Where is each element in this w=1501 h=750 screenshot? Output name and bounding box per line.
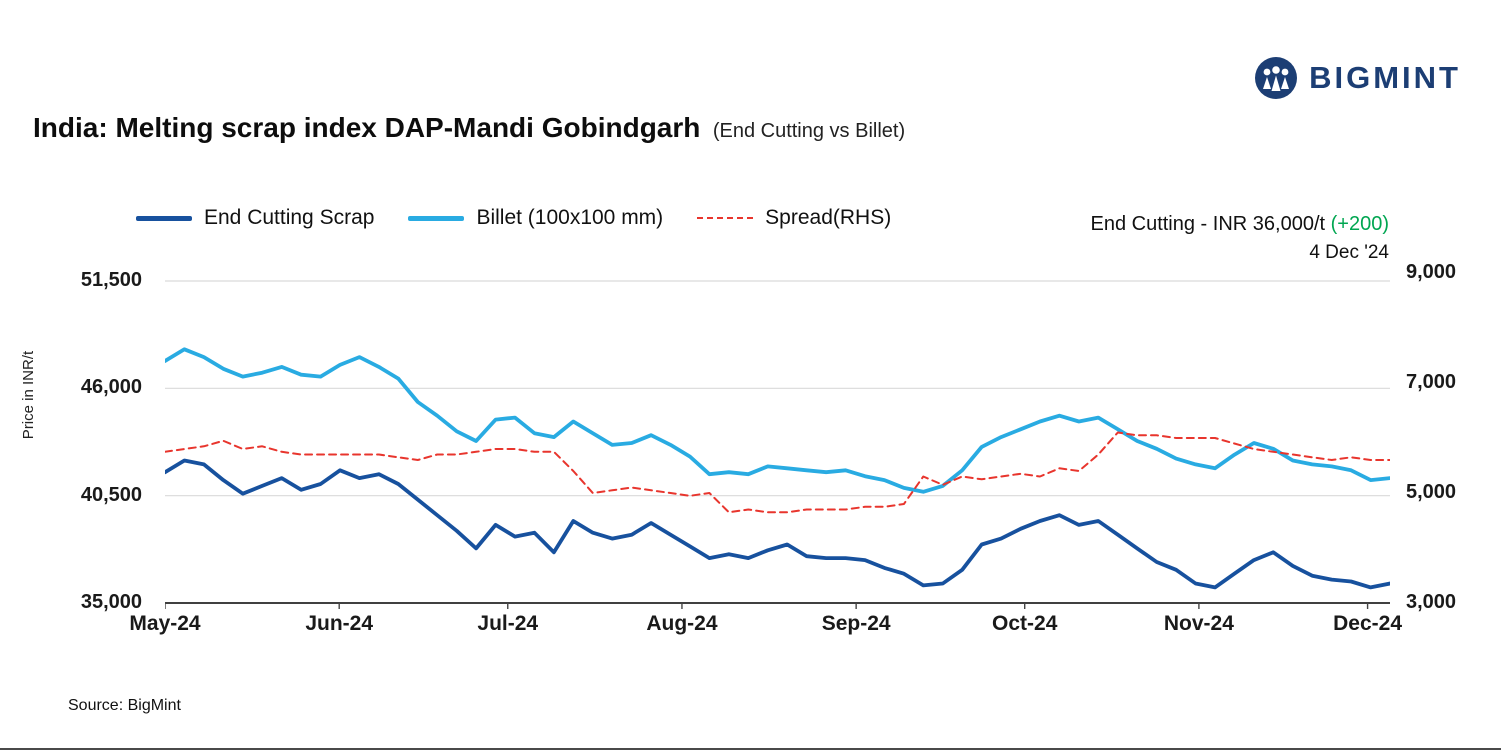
latest-price-line: End Cutting - INR 36,000/t (+200) xyxy=(1090,210,1389,239)
y-axis-title: Price in INR/t xyxy=(20,350,37,440)
latest-price-annotation: End Cutting - INR 36,000/t (+200) 4 Dec … xyxy=(1090,210,1389,267)
y-left-tick-label: 35,000 xyxy=(80,591,142,613)
chart-subtitle: (End Cutting vs Billet) xyxy=(712,120,906,142)
legend-item-end-cutting-scrap: End Cutting Scrap xyxy=(136,206,374,230)
series-line-billet-100x100-mm xyxy=(165,347,1390,494)
legend-label: Spread(RHS) xyxy=(765,206,892,229)
x-axis-tick-label: May-24 xyxy=(129,612,201,635)
x-axis-tick-label: Dec-24 xyxy=(1333,612,1403,635)
y-right-tick-label: 3,000 xyxy=(1406,591,1457,613)
bigmint-logo: BIGMINT xyxy=(1253,55,1461,101)
latest-price-text: End Cutting - INR 36,000/t xyxy=(1090,213,1331,235)
x-axis-tick-label: Sep-24 xyxy=(821,612,891,635)
x-axis-tick-label: Aug-24 xyxy=(646,612,718,635)
x-axis-tick-label: Oct-24 xyxy=(992,612,1058,635)
x-axis-tick-label: Jun-24 xyxy=(305,612,374,635)
y-right-tick-label: 5,000 xyxy=(1406,481,1457,503)
chart-legend: End Cutting Scrap Billet (100x100 mm) Sp… xyxy=(136,206,891,230)
y-left-tick-label: 40,500 xyxy=(80,483,142,506)
y-right-tick-label: 9,000 xyxy=(1406,261,1457,283)
legend-swatch-end-cutting-scrap xyxy=(136,215,192,221)
latest-price-change: (+200) xyxy=(1330,213,1389,235)
bigmint-logo-text: BIGMINT xyxy=(1309,60,1461,95)
series-line-spread-rhs xyxy=(165,431,1390,514)
y-left-tick-label: 51,500 xyxy=(80,269,142,291)
x-axis-tick-label: Jul-24 xyxy=(477,612,539,635)
latest-price-date: 4 Dec '24 xyxy=(1309,242,1389,263)
legend-swatch-billet xyxy=(408,215,465,221)
chart-title: India: Melting scrap index DAP-Mandi Gob… xyxy=(33,112,701,143)
series-line-end-cutting-scrap xyxy=(165,458,1390,590)
y-left-tick-label: 46,000 xyxy=(80,376,142,399)
legend-item-spread: Spread(RHS) xyxy=(697,206,891,230)
source-note: Source: BigMint xyxy=(68,697,181,714)
legend-item-billet: Billet (100x100 mm) xyxy=(408,206,663,230)
page-title: India: Melting scrap index DAP-Mandi Gob… xyxy=(33,112,905,144)
legend-label: End Cutting Scrap xyxy=(204,206,375,229)
legend-swatch-spread xyxy=(697,217,754,219)
x-axis-tick-label: Nov-24 xyxy=(1163,612,1234,635)
legend-label: Billet (100x100 mm) xyxy=(476,206,664,229)
bigmint-logo-icon xyxy=(1255,57,1298,99)
y-right-tick-label: 7,000 xyxy=(1406,371,1457,393)
plot-svg xyxy=(165,280,1390,609)
